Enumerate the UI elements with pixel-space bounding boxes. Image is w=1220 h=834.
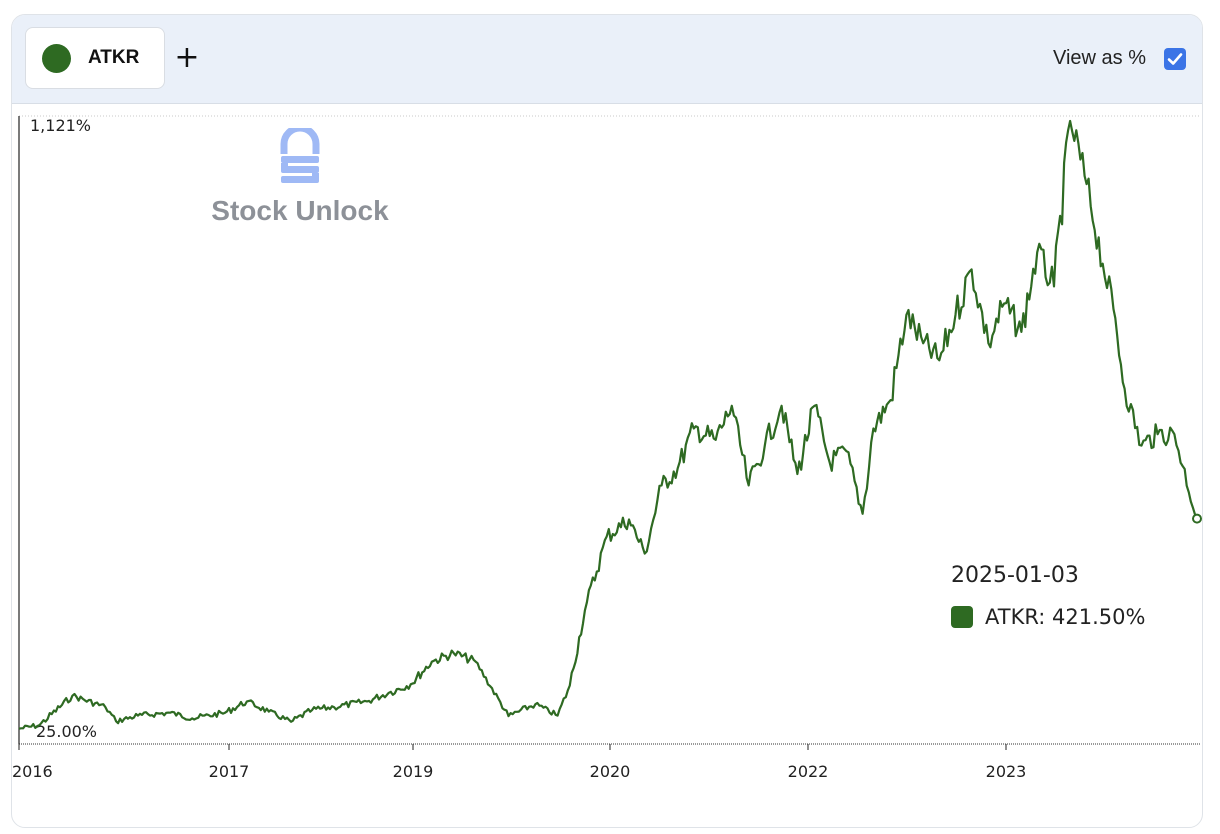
y-tick-label-min: 25.00% xyxy=(36,722,97,741)
view-as-percent-checkbox[interactable] xyxy=(1164,48,1186,70)
tooltip-swatch-icon xyxy=(951,606,973,628)
checkmark-icon xyxy=(1167,53,1183,65)
y-tick-label-max: 1,121% xyxy=(30,116,91,135)
ticker-chip-atkr[interactable]: ATKR xyxy=(25,27,165,89)
tooltip-date: 2025-01-03 xyxy=(951,563,1079,588)
view-as-percent-label: View as % xyxy=(1052,47,1146,69)
chart-card: ATKR + View as % xyxy=(11,14,1203,828)
tooltip-series-row: ATKR: 421.50% xyxy=(951,605,1145,629)
x-tick-label: 2022 xyxy=(788,762,829,781)
add-ticker-button[interactable]: + xyxy=(174,40,200,75)
stock-unlock-logo-icon xyxy=(280,124,320,183)
x-tick-label: 2016 xyxy=(12,762,53,781)
watermark-text: Stock Unlock xyxy=(211,195,389,226)
watermark: Stock Unlock xyxy=(205,124,395,227)
tooltip-value: ATKR: 421.50% xyxy=(985,605,1146,629)
end-point-marker xyxy=(1192,513,1202,524)
ticker-label: ATKR xyxy=(88,47,140,68)
chart-toolbar: ATKR + View as % xyxy=(12,15,1202,104)
x-tick-label: 2023 xyxy=(986,762,1027,781)
x-tick-label: 2019 xyxy=(393,762,434,781)
series-line-atkr xyxy=(18,119,1198,730)
x-tick-label: 2020 xyxy=(590,762,631,781)
x-tick-label: 2017 xyxy=(209,762,250,781)
ticker-color-dot-icon xyxy=(42,43,71,73)
